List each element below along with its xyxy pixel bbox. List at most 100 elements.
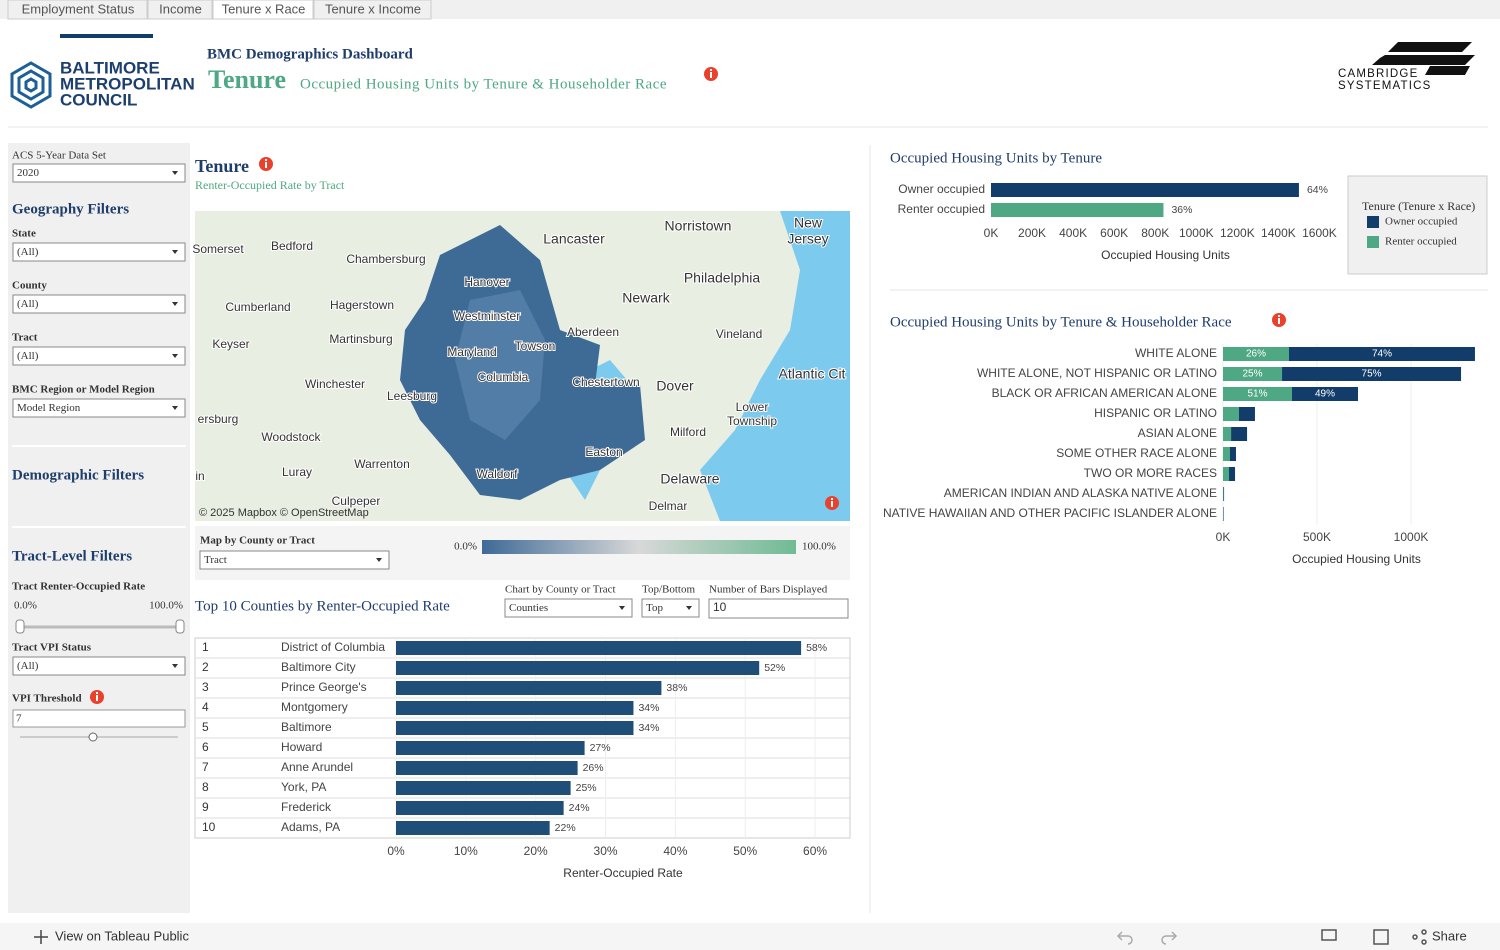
map-label: Cumberland <box>225 300 290 314</box>
x-tick-label: 1400K <box>1261 226 1296 240</box>
value-label: 22% <box>555 822 576 834</box>
map-label: Newark <box>622 290 670 306</box>
dropdown-value: (All) <box>17 246 39 258</box>
slider-handle[interactable] <box>16 620 24 633</box>
dropdown[interactable] <box>13 657 185 675</box>
x-tick-label: 800K <box>1141 226 1169 240</box>
map-label: Keyser <box>212 337 249 351</box>
x-tick-label: 1000K <box>1394 530 1429 544</box>
map-label: Hanover <box>464 275 509 289</box>
bar-segment <box>991 183 1299 197</box>
filter-heading: Tract-Level Filters <box>12 548 132 564</box>
map-label: Jersey <box>787 231 828 247</box>
control-label: Number of Bars Displayed <box>709 584 828 596</box>
map-label: Atlantic Cit <box>779 366 846 382</box>
filter-label: Tract Renter-Occupied Rate <box>12 581 145 593</box>
share-label: 26% <box>1246 349 1266 360</box>
share-button[interactable]: Share <box>1432 928 1467 943</box>
page-subtitle: Occupied Housing Units by Tenure & House… <box>300 76 667 92</box>
x-tick-label: 0K <box>1216 530 1231 544</box>
dropdown[interactable] <box>13 347 185 365</box>
bar-segment <box>1231 427 1247 441</box>
bar-segment <box>1239 407 1255 421</box>
dropdown-value: Top <box>646 602 663 614</box>
category-label: WHITE ALONE, NOT HISPANIC OR LATINO <box>977 366 1217 380</box>
bar-segment <box>1230 447 1236 461</box>
category-label: Renter occupied <box>898 202 985 216</box>
dropdown[interactable] <box>13 295 185 313</box>
bar <box>396 801 564 815</box>
map-label: Hagerstown <box>330 298 394 312</box>
legend-title: Tenure (Tenure x Race) <box>1362 199 1475 213</box>
text-input[interactable] <box>13 710 185 727</box>
value-label: 26% <box>583 762 604 774</box>
dropdown-value: 2020 <box>17 167 40 179</box>
x-tick-label: 500K <box>1303 530 1331 544</box>
filter-label: State <box>12 228 36 240</box>
share-label: 75% <box>1362 369 1382 380</box>
map-label: Woodstock <box>261 430 321 444</box>
rank: 10 <box>202 820 216 834</box>
filter-label: Tract VPI Status <box>12 642 92 654</box>
bar-segment <box>1223 467 1229 481</box>
control-label: Map by County or Tract <box>200 535 315 547</box>
toolbar <box>0 923 1500 950</box>
rank: 1 <box>202 640 209 654</box>
logo-icon <box>12 63 50 107</box>
control-label: Chart by County or Tract <box>505 584 616 596</box>
category-label: ASIAN ALONE <box>1138 426 1217 440</box>
x-tick-label: 50% <box>733 844 757 858</box>
share-label: 51% <box>1247 389 1267 400</box>
dropdown[interactable] <box>200 551 389 569</box>
bar-segment <box>1223 447 1230 461</box>
map-label: Vineland <box>716 327 763 341</box>
slider-handle[interactable] <box>89 733 97 741</box>
dropdown-value: (All) <box>17 660 39 672</box>
x-tick-label: 0K <box>984 226 999 240</box>
bar <box>396 781 571 795</box>
map-label: Luray <box>282 465 312 479</box>
category-label: HISPANIC OR LATINO <box>1094 406 1217 420</box>
page-title: Tenure <box>208 65 286 94</box>
legend-swatch <box>1367 216 1379 228</box>
value-label: 27% <box>590 742 611 754</box>
chart-title: Occupied Housing Units by Tenure & House… <box>890 314 1232 330</box>
value-label: 25% <box>576 782 597 794</box>
tab-label: Income <box>159 1 202 16</box>
map-label: Milford <box>670 425 706 439</box>
info-icon-mark <box>831 501 833 507</box>
share-label: 36% <box>1171 204 1192 216</box>
category-label: Anne Arundel <box>281 760 353 774</box>
map-label: Somerset <box>192 242 244 256</box>
dropdown[interactable] <box>13 243 185 261</box>
tableau-link[interactable]: View on Tableau Public <box>55 928 189 943</box>
category-label: SOME OTHER RACE ALONE <box>1056 446 1217 460</box>
bar <box>396 641 801 655</box>
dropdown-value: Counties <box>509 602 548 614</box>
share-label: 74% <box>1372 349 1392 360</box>
value-label: 24% <box>569 802 590 814</box>
dropdown-value: (All) <box>17 350 39 362</box>
x-axis-title: Renter-Occupied Rate <box>563 866 683 880</box>
slider-max: 100.0% <box>149 600 183 612</box>
slider-handle[interactable] <box>176 620 184 633</box>
x-tick-label: 1600K <box>1302 226 1337 240</box>
map-label: Maryland <box>447 345 496 359</box>
x-tick-label: 1000K <box>1179 226 1214 240</box>
bar-segment <box>1229 467 1235 481</box>
category-label: Montgomery <box>281 700 348 714</box>
map-label: Aberdeen <box>567 325 619 339</box>
info-icon-mark <box>831 498 833 500</box>
bar-segment <box>1223 427 1231 441</box>
category-label: York, PA <box>281 780 326 794</box>
map-label: Norristown <box>665 218 732 234</box>
bar-segment <box>1223 507 1224 521</box>
category-label: AMERICAN INDIAN AND ALASKA NATIVE ALONE <box>944 486 1217 500</box>
x-tick-label: 0% <box>387 844 405 858</box>
rank: 9 <box>202 800 209 814</box>
value-label: 52% <box>764 662 785 674</box>
logo-bar <box>60 34 153 38</box>
text-input[interactable] <box>709 599 848 618</box>
rank: 3 <box>202 680 209 694</box>
slider-min: 0.0% <box>14 600 37 612</box>
